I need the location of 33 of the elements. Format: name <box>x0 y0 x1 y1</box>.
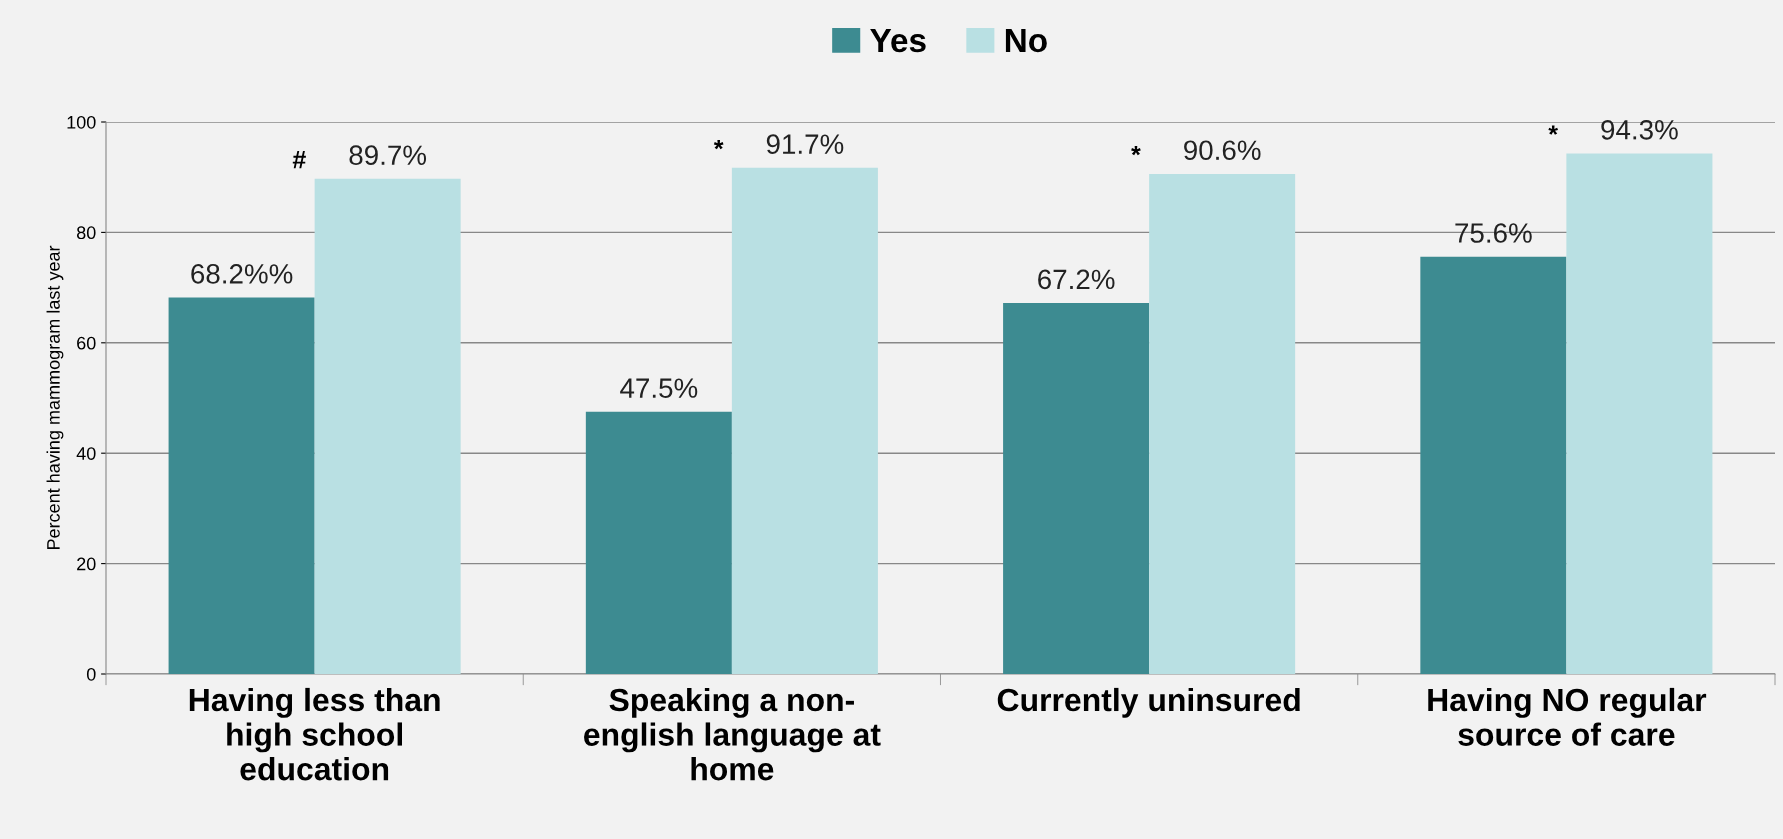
x-tick-label: Having NO regular source of care <box>1428 687 1707 746</box>
data-label: 67.2% <box>1038 269 1115 290</box>
legend-label: No <box>1005 29 1047 53</box>
data-label: 89.7% <box>349 145 427 166</box>
data-label: 75.6% <box>1455 223 1532 243</box>
legend-label: Yes <box>870 29 926 53</box>
bar <box>1420 256 1567 674</box>
y-tick-label: 40 <box>76 447 96 460</box>
bar <box>731 167 878 674</box>
annotation: * <box>1548 125 1558 135</box>
y-tick-label: 20 <box>77 557 96 571</box>
y-tick-label: 100 <box>67 115 96 129</box>
bar <box>314 178 461 674</box>
y-tick-label: 0 <box>86 667 96 681</box>
annotation: * <box>1131 145 1141 156</box>
bar <box>585 411 732 674</box>
bar <box>168 297 315 674</box>
x-tick-label: Having less than high school education <box>189 687 440 781</box>
x-tick-label: Currently uninsured <box>997 687 1300 718</box>
y-tick-label: 80 <box>76 226 96 240</box>
bar <box>1566 153 1713 674</box>
data-label: 91.7% <box>766 134 844 154</box>
annotation: # <box>292 151 306 169</box>
y-axis-title: Percent having mammogram last year <box>46 245 64 550</box>
data-label: 94.3% <box>1601 119 1678 140</box>
annotation: * <box>713 139 724 150</box>
data-label: 47.5% <box>620 378 698 398</box>
data-label: 68.2%% <box>191 264 293 284</box>
data-label: 90.6% <box>1184 140 1261 161</box>
bar <box>1003 303 1150 674</box>
x-tick-label: Speaking a non-english language at home <box>584 687 881 781</box>
y-tick-label: 60 <box>77 336 96 350</box>
bar <box>1149 173 1296 674</box>
